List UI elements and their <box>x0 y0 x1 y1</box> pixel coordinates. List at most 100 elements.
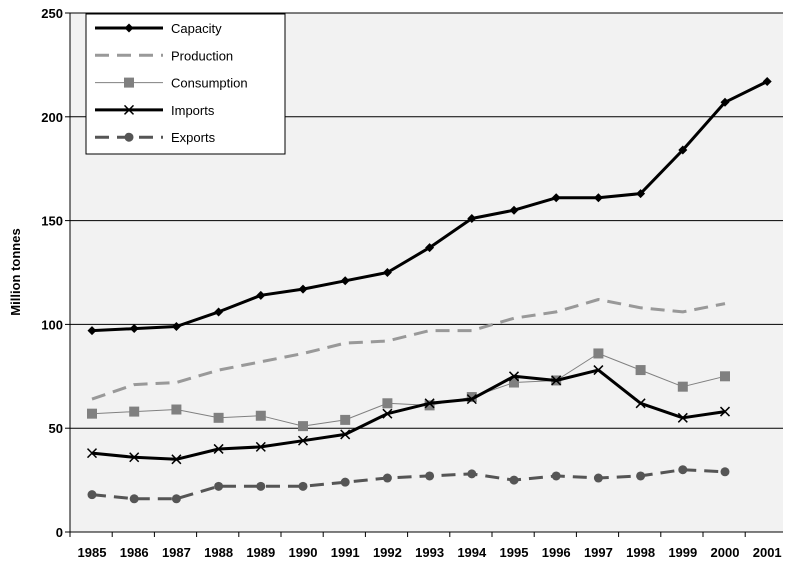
data-point-consumption <box>593 348 604 359</box>
x-tick-label: 1996 <box>542 545 571 560</box>
data-point-consumption <box>298 421 308 432</box>
x-tick-label: 1988 <box>204 545 233 560</box>
legend-marker-exports <box>124 132 134 142</box>
data-point-imports-stroke <box>129 452 140 463</box>
data-point-exports <box>298 481 308 491</box>
legend-box <box>85 13 286 155</box>
data-point-imports-stroke <box>635 398 646 409</box>
data-point-imports <box>129 452 140 463</box>
y-tick-label: 250 <box>41 6 63 21</box>
y-tick-label: 100 <box>41 317 63 332</box>
x-tick-label: 1995 <box>500 545 529 560</box>
series-imports <box>86 365 731 465</box>
series-group <box>86 77 772 504</box>
data-point-capacity <box>214 307 224 317</box>
data-point-exports <box>467 469 477 479</box>
legend-marker-capacity <box>124 23 134 33</box>
data-point-consumption <box>466 392 477 403</box>
data-point-exports <box>509 475 519 485</box>
data-point-imports-stroke <box>213 443 224 454</box>
data-point-imports <box>382 408 393 419</box>
y-axis-label: Million tonnes <box>8 228 23 315</box>
data-point-exports <box>425 471 435 481</box>
data-point-capacity <box>720 97 730 107</box>
data-point-consumption <box>87 408 97 419</box>
data-point-imports-stroke <box>677 412 688 423</box>
x-tick-label: 1997 <box>584 545 613 560</box>
data-point-consumption <box>424 400 435 411</box>
data-point-consumption <box>509 377 519 388</box>
series-line-production <box>91 298 726 401</box>
x-tick-label: 2001 <box>753 545 782 560</box>
data-point-exports <box>340 477 350 487</box>
data-point-capacity <box>425 243 435 253</box>
series-capacity <box>87 77 772 336</box>
data-point-imports-stroke <box>719 406 731 417</box>
data-point-capacity <box>340 276 350 286</box>
y-tick-label: 50 <box>49 421 63 436</box>
data-point-imports <box>677 412 688 423</box>
data-point-imports-stroke <box>551 375 562 386</box>
data-point-consumption <box>171 404 182 415</box>
x-tick-label: 1987 <box>162 545 191 560</box>
data-point-imports <box>171 454 182 465</box>
data-point-capacity <box>171 321 181 331</box>
data-point-capacity <box>636 189 646 199</box>
x-tick-label: 1991 <box>331 545 360 560</box>
legend-label-capacity: Capacity <box>171 21 222 36</box>
y-tick-label: 0 <box>56 525 63 540</box>
data-point-consumption <box>340 414 351 425</box>
legend-item-exports: Exports <box>95 130 216 145</box>
data-point-imports-stroke <box>382 408 393 419</box>
data-point-exports <box>382 473 392 483</box>
series-consumption <box>87 348 730 432</box>
legend: Capacity Production Consumption Imports Expo… <box>85 13 286 155</box>
data-point-imports <box>719 406 731 417</box>
data-point-imports <box>635 398 646 409</box>
data-point-imports <box>297 435 309 446</box>
data-point-imports-stroke <box>466 394 477 405</box>
legend-item-capacity: Capacity <box>95 21 222 36</box>
data-point-exports <box>551 471 561 481</box>
legend-marker-imports-stroke <box>123 104 135 115</box>
data-point-consumption <box>255 410 266 421</box>
legend-label-exports: Exports <box>171 130 216 145</box>
data-point-capacity <box>382 268 392 277</box>
x-tick-label: 1992 <box>373 545 402 560</box>
x-tick-label: 1990 <box>289 545 318 560</box>
data-point-imports-stroke <box>340 429 351 440</box>
data-point-consumption <box>382 398 393 409</box>
legend-item-production: Production <box>95 48 233 63</box>
legend-marker-imports <box>123 104 135 115</box>
data-point-imports <box>466 394 477 405</box>
axes: 0 50 100 150 200 250 1985 1986 1987 1988 1989 1990 1… <box>41 6 783 560</box>
data-point-exports <box>171 494 181 504</box>
data-point-consumption <box>720 371 730 382</box>
data-point-exports <box>129 494 139 504</box>
data-point-capacity <box>509 205 519 215</box>
data-point-capacity <box>129 324 139 334</box>
series-line-consumption <box>91 353 726 427</box>
data-point-capacity <box>762 77 772 87</box>
data-point-imports-stroke <box>86 448 98 459</box>
x-tick-label: 1985 <box>78 545 107 560</box>
data-point-capacity <box>298 284 308 294</box>
data-point-imports-stroke <box>297 435 309 446</box>
series-line-exports <box>91 468 726 501</box>
data-point-exports <box>636 471 646 481</box>
data-point-imports <box>593 365 604 376</box>
series-exports <box>87 465 730 504</box>
series-production <box>91 298 726 401</box>
data-point-imports <box>551 375 562 386</box>
x-tick-label: 1998 <box>626 545 655 560</box>
data-point-consumption <box>213 412 224 423</box>
legend-label-production: Production <box>171 48 233 63</box>
legend-item-imports: Imports <box>95 103 215 118</box>
y-tick-label: 200 <box>41 110 63 125</box>
data-point-consumption <box>129 406 140 417</box>
data-point-imports <box>340 429 351 440</box>
x-tick-label: 1999 <box>668 545 697 560</box>
y-tick-label: 150 <box>41 214 63 229</box>
x-tick-label: 1986 <box>120 545 149 560</box>
x-tick-label: 1993 <box>415 545 444 560</box>
